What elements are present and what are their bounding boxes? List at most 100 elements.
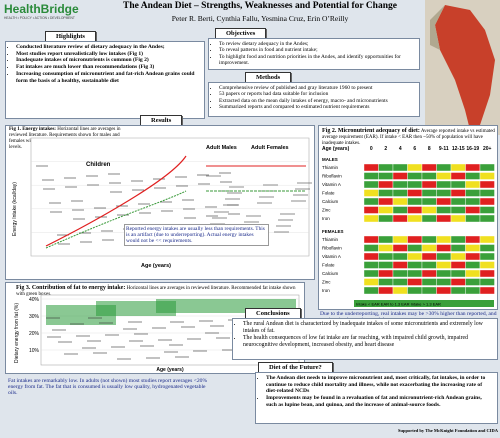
cell (407, 286, 423, 295)
nutrient: Thiamin (322, 237, 339, 242)
cell (479, 214, 495, 223)
cell (421, 244, 437, 252)
cell (436, 180, 452, 189)
cell (465, 172, 481, 180)
cell (479, 261, 495, 269)
cell (421, 261, 437, 269)
authors: Peter R. Berti, Cynthia Fallu, Yesmina C… (171, 14, 349, 23)
cell (436, 235, 452, 244)
cell (363, 214, 379, 223)
cell (465, 286, 481, 295)
cell (407, 180, 423, 189)
cell (363, 278, 379, 286)
cell (363, 261, 379, 269)
age-label: Age (years) (322, 146, 350, 152)
cell (450, 189, 466, 197)
nutrient: Calcium (322, 271, 339, 276)
nutrient: Calcium (322, 199, 339, 204)
methods: Comprehensive review of published and gr… (208, 82, 420, 117)
cell (479, 172, 495, 180)
cell (479, 180, 495, 189)
cell (436, 189, 452, 197)
cell (465, 214, 481, 223)
nutrient: Riboflavin (322, 246, 342, 251)
cell (407, 244, 423, 252)
cell (421, 214, 437, 223)
group-label: MALES (322, 157, 338, 162)
cell (392, 269, 408, 278)
cell (363, 189, 379, 197)
cell (392, 261, 408, 269)
cell (378, 206, 394, 214)
y-axis-label: Energy Intake (kcal/day) (12, 182, 18, 236)
cell (479, 286, 495, 295)
cell (421, 180, 437, 189)
y-axis-label: Dietary energy from fat (%) (14, 303, 20, 363)
cell (392, 278, 408, 286)
cell (436, 278, 452, 286)
cell (421, 235, 437, 244)
cell (363, 197, 379, 206)
cell (363, 206, 379, 214)
nutrient: Thiamin (322, 165, 339, 170)
panel-label: Children (86, 162, 111, 168)
age: 2 (384, 146, 387, 152)
cell (436, 163, 452, 172)
map-coast (430, 5, 445, 50)
cell (421, 252, 437, 261)
fig1: Fig 1. Energy intakes: Horizontal lines … (5, 125, 315, 280)
panel-label: Adult Females (251, 145, 289, 151)
bullet: The health consequences of low fat intak… (243, 335, 494, 349)
cell (392, 244, 408, 252)
x-axis-label: Age (years) (141, 263, 171, 269)
cell (450, 163, 466, 172)
cell (407, 269, 423, 278)
cell (421, 206, 437, 214)
logo-text: HealthBridge (4, 2, 79, 16)
requirement-female (45, 190, 187, 249)
fig-caption: Fig 3. Contribution of fat to energy int… (16, 285, 296, 298)
cell (450, 252, 466, 261)
nutrient: Folate (322, 191, 335, 196)
cell (479, 163, 495, 172)
cell (378, 214, 394, 223)
bullet: Inadequate intakes of micronutrients is … (16, 57, 201, 64)
cell (465, 278, 481, 286)
cell (392, 206, 408, 214)
cell (407, 197, 423, 206)
age: 4 (399, 146, 402, 152)
cell (363, 252, 379, 261)
panel-label: Adult Males (206, 145, 237, 151)
cell (450, 261, 466, 269)
cell (392, 197, 408, 206)
cell (479, 206, 495, 214)
cell (392, 172, 408, 180)
cell (436, 206, 452, 214)
cell (363, 172, 379, 180)
cell (407, 235, 423, 244)
cell (407, 278, 423, 286)
cell (465, 180, 481, 189)
note: Reported energy intakes are usually less… (124, 224, 269, 246)
cell (421, 189, 437, 197)
cell (465, 197, 481, 206)
cell (465, 269, 481, 278)
cell (436, 172, 452, 180)
cell (436, 261, 452, 269)
nutrient: Vitamin A (322, 182, 341, 187)
title: The Andean Diet – Strengths, Weaknesses … (123, 1, 397, 11)
cell (465, 189, 481, 197)
cell (392, 180, 408, 189)
fig3-note: Fat intakes are remarkably low. In adult… (8, 378, 208, 396)
highlights: Conducted literature review of dietary a… (5, 41, 205, 119)
fig2-chart: Age (years) 0 2 4 6 8 9-11 12-15 16-19 20+ MALES Th… (322, 146, 495, 307)
group-label: FEMALES (322, 229, 344, 234)
cell (450, 214, 466, 223)
bullet: Improvements may be found in a revaluati… (266, 395, 494, 408)
cell (392, 252, 408, 261)
nutrient: Folate (322, 263, 335, 268)
cell (392, 163, 408, 172)
cell (378, 261, 394, 269)
cell (450, 172, 466, 180)
